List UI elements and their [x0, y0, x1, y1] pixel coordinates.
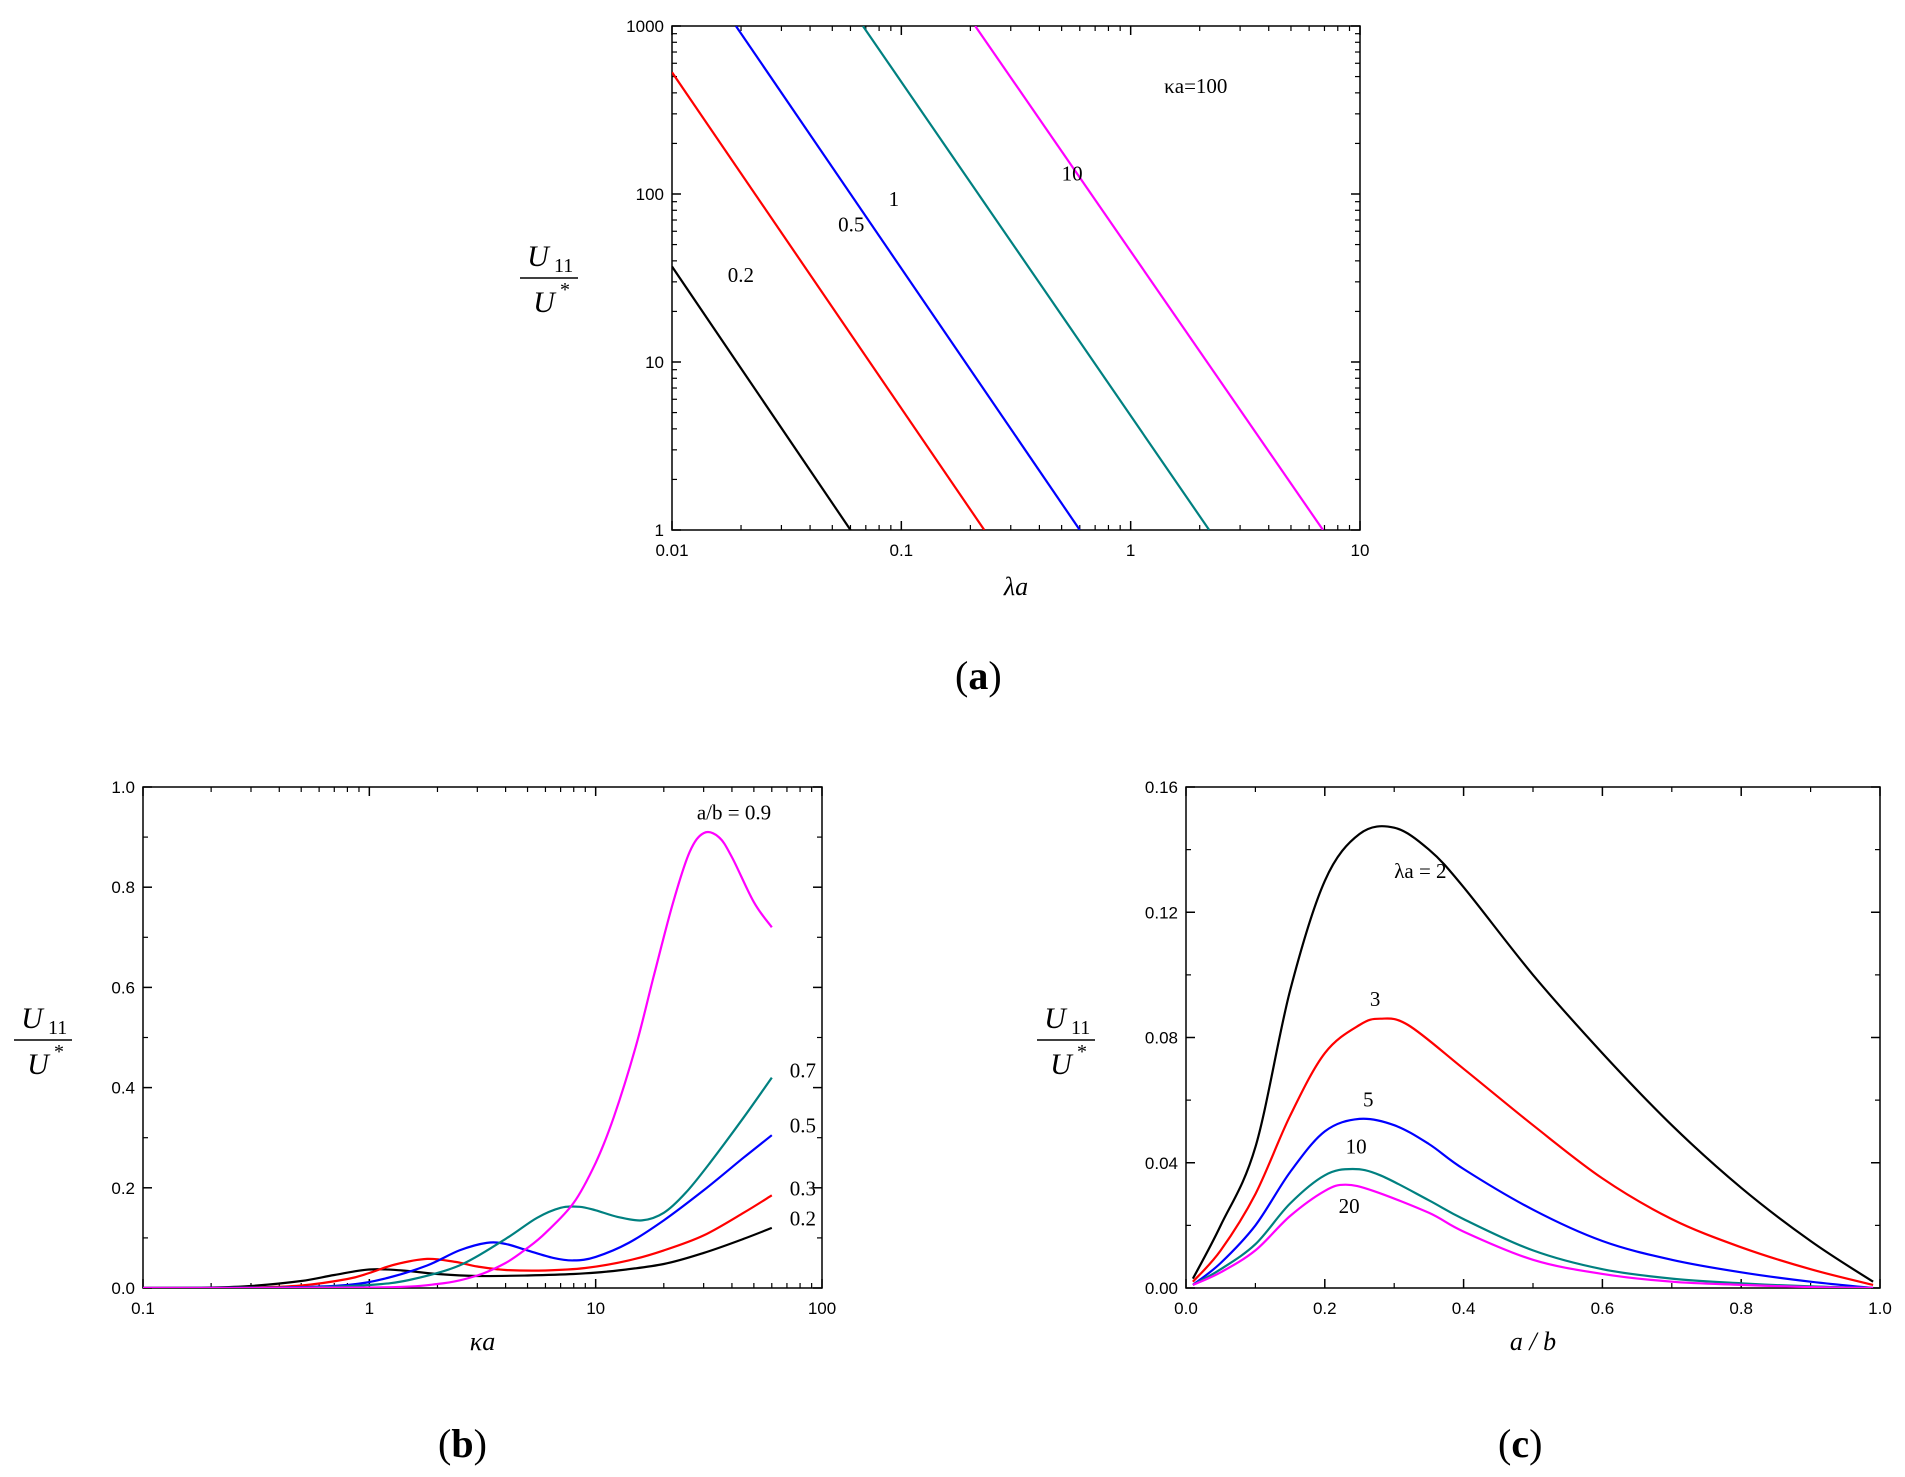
- series-line-c-3: [1192, 1167, 1874, 1288]
- y-label-superscript: *: [54, 1041, 64, 1063]
- series-line-c-0: [1191, 825, 1874, 1283]
- y-label-denominator: U: [27, 1048, 51, 1081]
- curve-label-c-0: λa = 2: [1394, 859, 1446, 883]
- curve-label-c-4: 20: [1339, 1194, 1360, 1218]
- x-tick-label: 10: [586, 1299, 605, 1318]
- plot-frame-c: [1185, 786, 1881, 1289]
- series-line-b-3: [143, 1076, 773, 1288]
- curve-label-b-3: 0.3: [790, 1176, 816, 1200]
- y-tick-label: 0.6: [111, 978, 135, 997]
- x-tick-label: 100: [808, 1299, 836, 1318]
- y-label-numerator: U: [21, 1002, 45, 1035]
- curve-label-c-2: 5: [1363, 1087, 1374, 1111]
- y-tick-label: 100: [636, 185, 664, 204]
- curve-label-a-1: 0.5: [838, 212, 864, 236]
- x-tick-label: 0.1: [890, 541, 914, 560]
- series-line-a-3: [861, 26, 1211, 530]
- y-label-numerator: U: [527, 240, 551, 273]
- series-line-a-4: [974, 26, 1324, 530]
- y-tick-label: 0.8: [111, 878, 135, 897]
- series-line-c-4: [1192, 1183, 1874, 1288]
- y-axis-label-a: U 11U *: [520, 240, 578, 319]
- y-tick-label: 0.08: [1145, 1029, 1178, 1048]
- y-tick-label: 0.2: [111, 1179, 135, 1198]
- x-tick-label: 1: [365, 1299, 374, 1318]
- y-label-subscript: 11: [48, 1017, 67, 1039]
- x-tick-label: 1.0: [1868, 1299, 1892, 1318]
- plot-frame-a: [671, 25, 1361, 531]
- curve-label-b-1: 0.7: [790, 1059, 816, 1083]
- x-tick-label: 1: [1126, 541, 1135, 560]
- x-tick-label: 0.1: [131, 1299, 155, 1318]
- y-label-subscript: 11: [1071, 1017, 1090, 1039]
- y-label-superscript: *: [1077, 1041, 1087, 1063]
- curve-label-a-2: 1: [889, 187, 900, 211]
- series-line-c-2: [1192, 1117, 1874, 1288]
- y-tick-label: 0.0: [111, 1279, 135, 1298]
- y-tick-label: 0.04: [1145, 1154, 1178, 1173]
- y-tick-label: 0.16: [1145, 778, 1178, 797]
- curve-label-b-4: 0.2: [790, 1206, 816, 1230]
- series-line-b-4: [143, 831, 773, 1288]
- y-tick-label: 1.0: [111, 778, 135, 797]
- y-axis-label-c: U 11U *: [1037, 1002, 1095, 1081]
- x-tick-label: 10: [1351, 541, 1370, 560]
- y-tick-label: 10: [645, 353, 664, 372]
- y-tick-label: 0.12: [1145, 903, 1178, 922]
- series-line-b-1: [143, 1194, 773, 1288]
- series-line-a-2: [734, 26, 1081, 530]
- chart-b: 0.1 1 10 100 0.0 0.2 0.4 0.6 0.8 1.0 a/b = 0.9 0.7 0…: [14, 778, 836, 1356]
- panel-label-a: (a): [955, 653, 1002, 698]
- y-label-subscript: 11: [554, 255, 573, 277]
- y-label-denominator: U: [533, 286, 557, 319]
- y-tick-label: 1: [655, 521, 664, 540]
- curve-label-a-3: 10: [1062, 162, 1083, 186]
- panel-label-c: (c): [1498, 1421, 1543, 1466]
- series-line-c-1: [1192, 1017, 1874, 1286]
- y-tick-label: 0.4: [111, 1079, 135, 1098]
- plot-frame-b: [142, 786, 823, 1289]
- x-tick-label: 0.4: [1452, 1299, 1476, 1318]
- x-axis-label-a: λa: [1003, 572, 1028, 601]
- y-axis-label-b: U 11U *: [14, 1002, 72, 1081]
- series-line-a-0: [672, 265, 852, 530]
- panel-label-b: (b): [438, 1421, 487, 1466]
- series-line-a-1: [672, 71, 986, 530]
- y-label-numerator: U: [1044, 1002, 1068, 1035]
- chart-c: 0.0 0.2 0.4 0.6 0.8 1.0 0.00 0.04 0.08 0.12 0.16 λa…: [1037, 778, 1892, 1356]
- y-tick-label: 1000: [626, 17, 664, 36]
- x-tick-label: 0.0: [1174, 1299, 1198, 1318]
- x-tick-label: 0.01: [655, 541, 688, 560]
- x-axis-label-b: κa: [470, 1327, 495, 1356]
- x-tick-label: 0.8: [1729, 1299, 1753, 1318]
- y-tick-label: 0.00: [1145, 1279, 1178, 1298]
- series-line-b-0: [143, 1226, 773, 1288]
- curve-label-c-1: 3: [1370, 987, 1381, 1011]
- x-axis-label-c: a / b: [1510, 1327, 1556, 1356]
- y-label-superscript: *: [560, 279, 570, 301]
- x-tick-label: 0.6: [1591, 1299, 1615, 1318]
- series-line-b-2: [143, 1134, 773, 1288]
- curve-label-b-0: a/b = 0.9: [697, 801, 771, 825]
- y-label-denominator: U: [1050, 1048, 1074, 1081]
- x-tick-label: 0.2: [1313, 1299, 1337, 1318]
- curve-label-c-3: 10: [1346, 1134, 1367, 1158]
- curve-label-a-0: 0.2: [728, 263, 754, 287]
- curve-label-b-2: 0.5: [790, 1114, 816, 1138]
- curve-label-a-4: κa=100: [1164, 74, 1227, 98]
